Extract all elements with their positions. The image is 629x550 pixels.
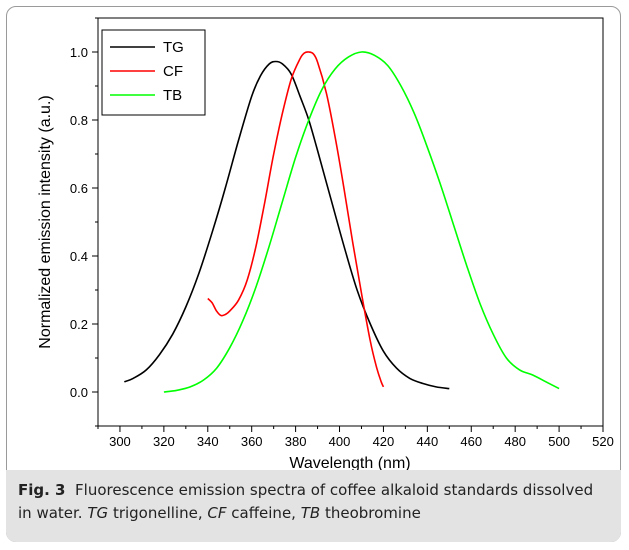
series-line-tg: [124, 60, 450, 390]
x-tick-label: 360: [241, 434, 263, 449]
caption-text: Fluorescence emission spectra of coffee …: [18, 481, 594, 522]
caption-def-tg: trigonelline,: [112, 504, 203, 522]
y-tick-label: 0.8: [70, 113, 88, 128]
x-tick-label: 340: [197, 434, 219, 449]
legend-label-tg: TG: [163, 39, 184, 56]
legend: TG CF TB: [101, 29, 206, 116]
x-tick-label: 420: [373, 434, 395, 449]
y-axis-title: Normalized emission intensity (a.u.): [37, 95, 54, 348]
figure-caption: Fig. 3 Fluorescence emission spectra of …: [6, 470, 621, 542]
y-tick-label: 0.6: [70, 181, 88, 196]
caption-abbr-tb: TB: [300, 504, 321, 522]
y-tick-label: 0.4: [70, 249, 88, 264]
x-tick-label: 380: [285, 434, 307, 449]
caption-figure-label: Fig. 3: [18, 481, 66, 499]
x-tick-label: 440: [416, 434, 438, 449]
x-tick-label: 480: [504, 434, 526, 449]
series-line-tb: [163, 51, 560, 393]
emission-spectra-chart: 300 320 340 360 380 400 420 440 460 480 500 520 0.0 0…: [37, 17, 614, 470]
caption-abbr-tg: TG: [87, 504, 109, 522]
x-tick-label: 300: [109, 434, 131, 449]
x-tick-label: 500: [548, 434, 570, 449]
x-tick-label: 460: [460, 434, 482, 449]
x-tick-label: 320: [153, 434, 175, 449]
caption-abbr-cf: CF: [207, 504, 227, 522]
x-tick-label: 400: [329, 434, 351, 449]
legend-box: [101, 29, 206, 116]
caption-def-tb: theobromine: [324, 504, 421, 522]
y-tick-label: 0.0: [70, 385, 88, 400]
y-tick-label: 0.2: [70, 317, 88, 332]
caption-def-cf: caffeine,: [231, 504, 296, 522]
y-tick-label: 1.0: [70, 45, 88, 60]
x-axis-title: Wavelength (nm): [289, 455, 410, 470]
legend-label-tb: TB: [163, 87, 182, 104]
series-line-cf: [207, 51, 385, 388]
legend-label-cf: CF: [163, 63, 183, 80]
x-tick-label: 520: [592, 434, 614, 449]
